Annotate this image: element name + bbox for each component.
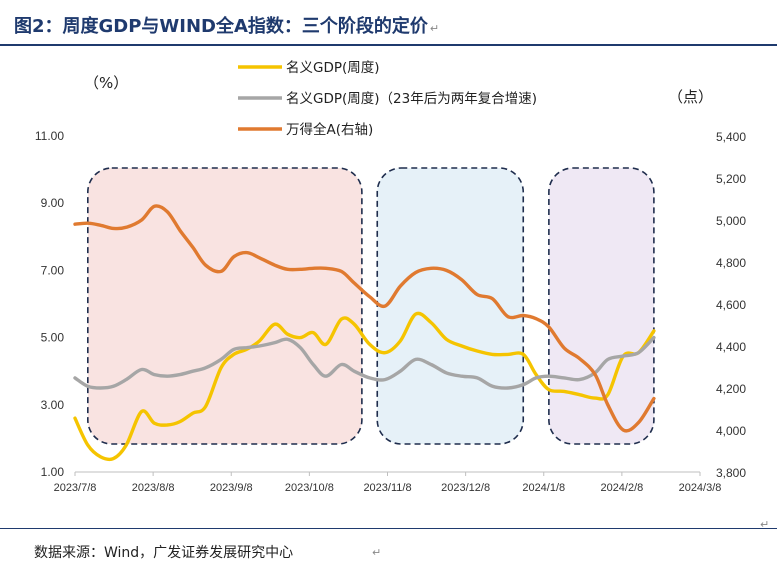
- series-lines: [73, 204, 656, 462]
- return-mark-icon: ↵: [760, 519, 770, 531]
- series-line-3: [73, 204, 656, 433]
- footer-divider: [0, 528, 777, 529]
- x-tick-label: 2024/3/8: [679, 482, 722, 494]
- y-right-tick-label: 5,200: [716, 172, 746, 186]
- period-zone-2: [376, 167, 525, 445]
- y-right-tick-label: 4,200: [716, 382, 746, 396]
- x-tick-label: 2023/10/8: [285, 482, 334, 494]
- y-left-tick-label: 3.00: [41, 398, 65, 412]
- x-tick-label: 2023/11/8: [363, 482, 411, 494]
- chart-title: 图2：周度GDP与WIND全A指数：三个阶段的定价 ↵: [14, 16, 440, 37]
- y-right-tick-label: 4,000: [716, 424, 746, 438]
- series-line-2: [73, 335, 656, 390]
- y-left-tick-label: 7.00: [41, 263, 65, 277]
- y-right-tick-label: 4,800: [716, 256, 746, 270]
- x-tick-label: 2024/2/8: [600, 482, 643, 494]
- return-mark-icon: ↵: [429, 22, 440, 35]
- period-zones: [87, 167, 655, 445]
- y-right-tick-label: 5,400: [716, 130, 746, 144]
- axes: 2023/7/8 2023/8/8 2023/9/8 2023/10/8 2023/11…: [35, 74, 746, 494]
- y-left-tick-label: 1.00: [41, 465, 65, 479]
- y-right-unit: （点）: [668, 88, 713, 106]
- x-tick-label: 2023/9/8: [210, 482, 253, 494]
- x-tick-label: 2023/12/8: [441, 482, 490, 494]
- y-right-tick-label: 4,400: [716, 340, 746, 354]
- period-zone-3: [548, 167, 655, 445]
- legend: 名义GDP(周度) 名义GDP(周度)（23年后为两年复合增速) 万得全A(右轴): [238, 60, 537, 138]
- x-tick-label: 2023/7/8: [54, 482, 97, 494]
- source-note: 数据来源：Wind，广发证券发展研究中心: [34, 545, 294, 561]
- x-tick-label: 2023/8/8: [132, 482, 175, 494]
- series-line-1: [73, 311, 656, 462]
- y-left-tick-label: 9.00: [41, 196, 65, 210]
- legend-label: 万得全A(右轴): [286, 121, 373, 138]
- legend-label: 名义GDP(周度)（23年后为两年复合增速): [286, 90, 537, 107]
- y-left-tick-label: 5.00: [41, 331, 65, 345]
- title-bar: 图2：周度GDP与WIND全A指数：三个阶段的定价 ↵: [0, 0, 777, 46]
- return-mark-icon: ↵: [372, 547, 382, 559]
- x-tick-label: 2024/1/8: [522, 482, 565, 494]
- legend-label: 名义GDP(周度): [286, 60, 380, 76]
- y-right-tick-label: 5,000: [716, 214, 746, 228]
- period-zone-1: [87, 167, 363, 445]
- y-left-tick-label: 11.00: [35, 129, 64, 143]
- y-left-unit: （%）: [84, 74, 128, 92]
- chart: 2023/7/8 2023/8/8 2023/9/8 2023/10/8 2023/11…: [35, 60, 746, 494]
- y-right-tick-label: 4,600: [716, 298, 746, 312]
- y-right-tick-label: 3,800: [716, 466, 746, 480]
